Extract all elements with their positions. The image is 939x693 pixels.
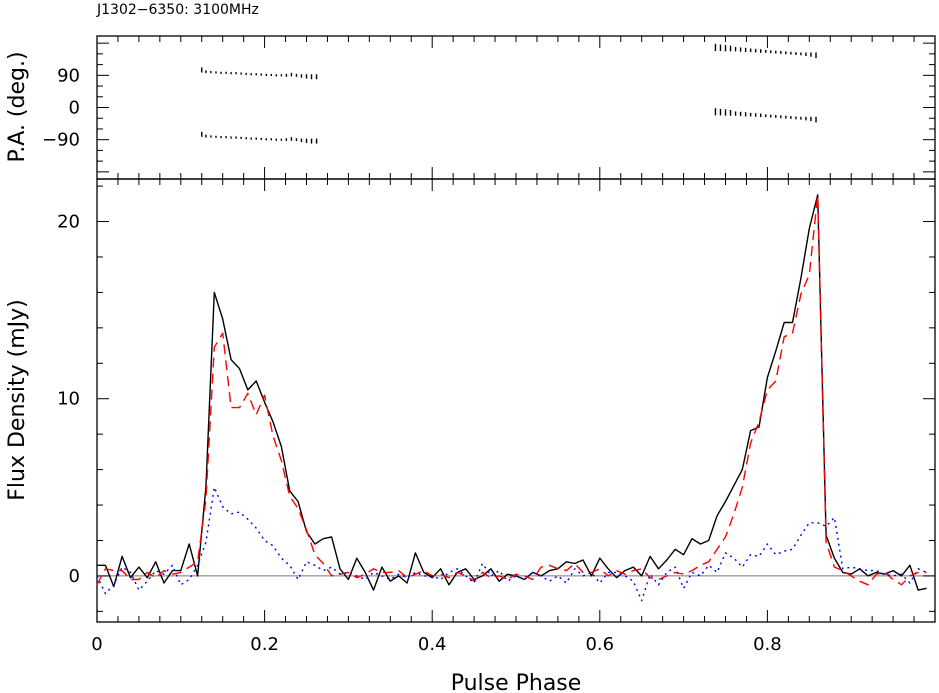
pa-data-points bbox=[201, 43, 817, 144]
pa-y-tick-label: 90 bbox=[57, 65, 80, 86]
pa-y-tick-label: 0 bbox=[69, 98, 80, 119]
pa-y-axis-label: P.A. (deg.) bbox=[5, 51, 30, 162]
series-dashed-line bbox=[96, 194, 927, 586]
x-tick-label: 0.2 bbox=[250, 634, 279, 655]
x-tick-label: 0 bbox=[91, 634, 102, 655]
flux-frame bbox=[96, 178, 936, 623]
series-dotted-line bbox=[96, 486, 927, 602]
flux-panel: 0 0.2 0.4 0.6 0.8 0 10 20 Flux Density (mJy) bbox=[5, 178, 936, 655]
x-tick-label: 0.8 bbox=[753, 634, 782, 655]
flux-axis-ticks: 0 0.2 0.4 0.6 0.8 0 10 20 bbox=[57, 179, 936, 655]
flux-y-tick-label: 0 bbox=[69, 566, 80, 587]
flux-y-tick-label: 20 bbox=[57, 212, 80, 233]
flux-series bbox=[96, 194, 927, 602]
chart-title: J1302−6350: 3100MHz bbox=[96, 2, 259, 18]
flux-y-tick-label: 10 bbox=[57, 389, 80, 410]
pa-frame bbox=[96, 35, 936, 180]
pa-panel: 90 0 −90 P.A. (deg.) bbox=[5, 35, 936, 180]
x-axis-label: Pulse Phase bbox=[451, 671, 582, 693]
pa-y-tick-label: −90 bbox=[42, 130, 80, 151]
x-tick-label: 0.4 bbox=[418, 634, 447, 655]
series-solid-line bbox=[97, 194, 927, 591]
pa-axis-ticks: 90 0 −90 bbox=[42, 36, 936, 179]
x-tick-label: 0.6 bbox=[585, 634, 614, 655]
flux-y-axis-label: Flux Density (mJy) bbox=[5, 299, 30, 500]
